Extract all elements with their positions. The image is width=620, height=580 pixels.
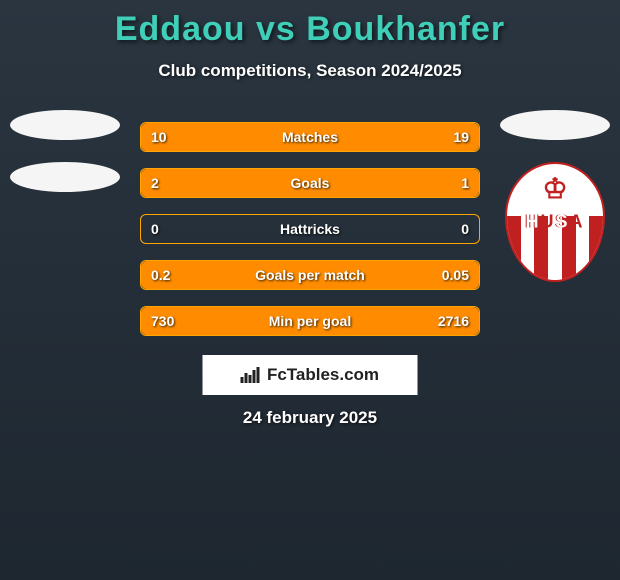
stat-row-mpg: 730 Min per goal 2716 <box>140 306 480 336</box>
player-left-avatars <box>0 110 130 214</box>
footer-date: 24 february 2025 <box>0 408 620 428</box>
stat-label: Goals per match <box>141 267 479 283</box>
stats-table: 10 Matches 19 2 Goals 1 0 Hattricks 0 0.… <box>140 122 480 352</box>
bar-chart-icon <box>241 367 261 383</box>
stat-right-value: 19 <box>453 129 469 145</box>
stat-right-value: 0.05 <box>442 267 469 283</box>
player-left-club-placeholder <box>10 162 120 192</box>
stat-row-gpm: 0.2 Goals per match 0.05 <box>140 260 480 290</box>
comparison-subtitle: Club competitions, Season 2024/2025 <box>0 61 620 81</box>
stat-row-hattricks: 0 Hattricks 0 <box>140 214 480 244</box>
comparison-title: Eddaou vs Boukhanfer <box>0 0 620 49</box>
player-left-avatar-1 <box>10 110 120 140</box>
club-badge-text: HUSA <box>525 212 584 233</box>
stat-label: Matches <box>141 129 479 145</box>
player-right-club-badge: ♔ HUSA <box>505 162 605 282</box>
stat-label: Hattricks <box>141 221 479 237</box>
brand-logo[interactable]: FcTables.com <box>203 355 418 395</box>
stat-right-value: 0 <box>461 221 469 237</box>
stat-right-value: 1 <box>461 175 469 191</box>
brand-text: FcTables.com <box>267 365 379 385</box>
stat-label: Goals <box>141 175 479 191</box>
stat-row-matches: 10 Matches 19 <box>140 122 480 152</box>
stat-label: Min per goal <box>141 313 479 329</box>
stat-right-value: 2716 <box>438 313 469 329</box>
player-right-avatars: ♔ HUSA <box>490 110 620 282</box>
crown-icon: ♔ <box>507 172 603 205</box>
stat-row-goals: 2 Goals 1 <box>140 168 480 198</box>
player-right-avatar-1 <box>500 110 610 140</box>
